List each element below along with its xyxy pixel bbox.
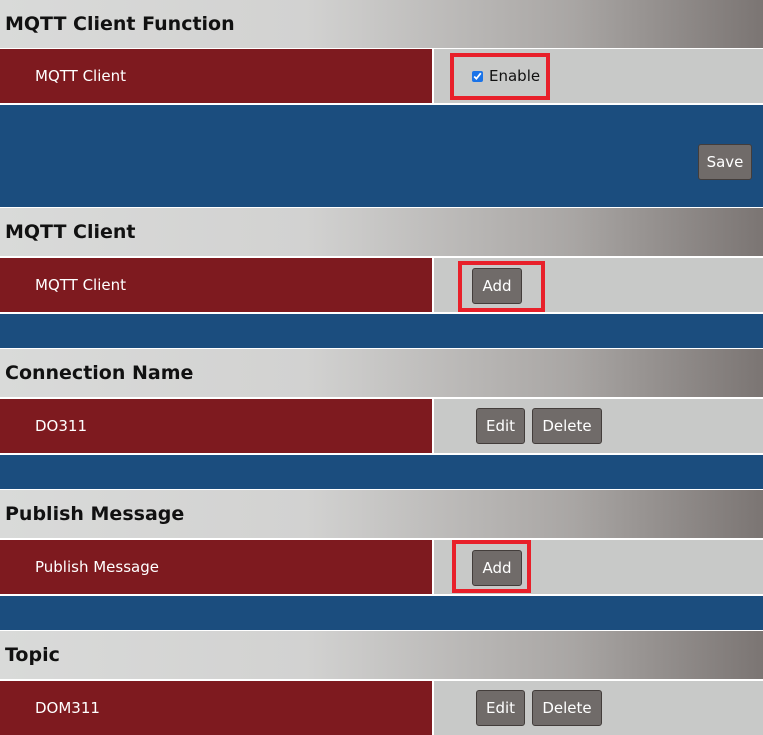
section-header-mqtt-client-function: MQTT Client Function — [0, 0, 763, 48]
add-publish-message-button[interactable]: Add — [472, 550, 522, 586]
row-label: DO311 — [0, 399, 432, 453]
section-header-topic: Topic — [0, 631, 763, 679]
section-header-publish-message: Publish Message — [0, 490, 763, 538]
band — [0, 314, 763, 348]
mqtt-client-row: MQTT Client Add — [0, 258, 763, 312]
add-mqtt-client-button[interactable]: Add — [472, 268, 522, 304]
topic-row: DOM311 Edit Delete — [0, 681, 763, 735]
band — [0, 596, 763, 630]
save-band: Save — [0, 105, 763, 207]
enable-checkbox-input[interactable] — [472, 70, 483, 82]
delete-topic-button[interactable]: Delete — [532, 690, 602, 726]
row-value: Edit Delete — [434, 399, 763, 453]
connection-row: DO311 Edit Delete — [0, 399, 763, 453]
highlight-box — [458, 261, 545, 312]
section-header-connection-name: Connection Name — [0, 349, 763, 397]
edit-connection-button[interactable]: Edit — [476, 408, 525, 444]
highlight-box — [450, 53, 550, 100]
row-value: Add — [434, 540, 763, 594]
delete-connection-button[interactable]: Delete — [532, 408, 602, 444]
row-label: Publish Message — [0, 540, 432, 594]
highlight-box — [452, 540, 531, 593]
section-header-mqtt-client: MQTT Client — [0, 208, 763, 256]
band — [0, 455, 763, 489]
publish-message-row: Publish Message Add — [0, 540, 763, 594]
mqtt-client-enable-row: MQTT Client Enable — [0, 49, 763, 103]
row-value: Enable — [434, 49, 763, 103]
row-value: Edit Delete — [434, 681, 763, 735]
enable-checkbox[interactable]: Enable — [472, 67, 540, 85]
row-label: MQTT Client — [0, 258, 432, 312]
row-value: Add — [434, 258, 763, 312]
enable-label: Enable — [489, 67, 541, 85]
edit-topic-button[interactable]: Edit — [476, 690, 525, 726]
row-label: MQTT Client — [0, 49, 432, 103]
row-label: DOM311 — [0, 681, 432, 735]
save-button[interactable]: Save — [698, 144, 752, 180]
